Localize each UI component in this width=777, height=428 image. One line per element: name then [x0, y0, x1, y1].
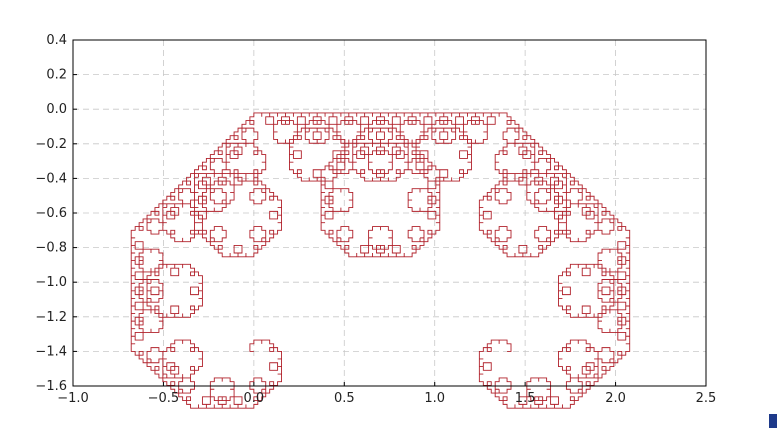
x-tick-label: −0.5: [148, 391, 180, 406]
y-tick-label: −0.8: [35, 241, 67, 256]
x-tick-label: 0.0: [244, 391, 265, 406]
y-tick-label: 0.2: [46, 68, 67, 83]
x-tick-label: 0.5: [334, 391, 355, 406]
corner-marker: [769, 414, 777, 428]
fractal-curve: [130, 112, 631, 409]
x-axis: −1.0 −0.5 0.0 0.5 1.0 1.5 2.0 2.5: [57, 382, 716, 406]
series-line: [130, 112, 631, 409]
x-tick-label: 2.5: [696, 391, 717, 406]
x-tick-label: −1.0: [57, 391, 89, 406]
x-tick-label: 1.0: [424, 391, 445, 406]
y-tick-label: −1.2: [35, 310, 67, 325]
y-tick-label: −1.0: [35, 275, 67, 290]
grid-lines: [72, 39, 707, 387]
y-tick-label: 0.0: [46, 102, 67, 117]
y-axis: −1.6 −1.4 −1.2 −1.0 −0.8 −0.6 −0.4 −0.2 0.0 0.2 0.…: [35, 33, 77, 394]
y-tick-label: −0.6: [35, 206, 67, 221]
y-tick-label: −0.4: [35, 171, 67, 186]
x-tick-label: 2.0: [605, 391, 626, 406]
y-tick-label: −1.4: [35, 344, 67, 359]
x-tick-label: 1.5: [515, 391, 536, 406]
y-tick-label: −1.6: [35, 379, 67, 394]
y-tick-label: 0.4: [46, 33, 67, 48]
y-tick-label: −0.2: [35, 137, 67, 152]
